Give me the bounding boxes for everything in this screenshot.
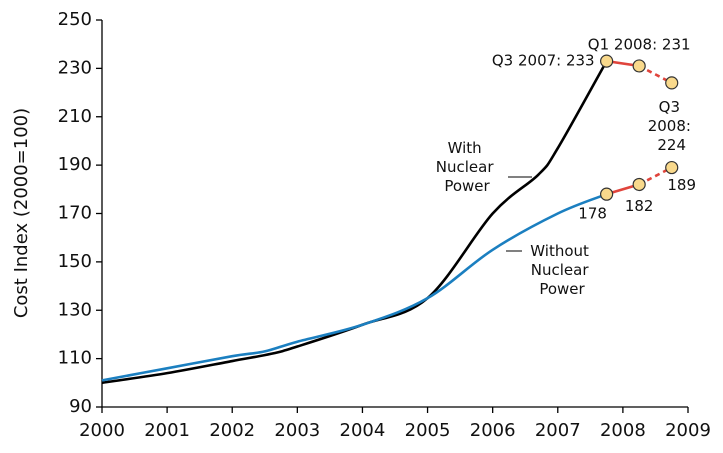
point-label: 189 <box>667 176 696 194</box>
y-tick-label: 230 <box>58 57 92 78</box>
point-label: Q1 2008: 231 <box>588 35 691 53</box>
point-label: Q3 2007: 233 <box>492 52 595 70</box>
x-tick-label: 2007 <box>535 420 581 441</box>
series-line <box>101 60 608 385</box>
x-tick-label: 2004 <box>340 420 386 441</box>
x-tick-label: 2009 <box>665 420 711 441</box>
x-tick-label: 2006 <box>470 420 516 441</box>
y-tick-label: 210 <box>58 106 92 127</box>
x-tick-label: 2000 <box>79 420 125 441</box>
point-marker <box>665 76 679 90</box>
point-marker <box>632 177 646 192</box>
point-label: 182 <box>625 197 654 215</box>
series-name: Without Nuclear Power <box>530 242 593 298</box>
x-tick-label: 2003 <box>274 420 320 441</box>
x-tick-label: 2005 <box>405 420 451 441</box>
y-tick-label: 150 <box>58 251 92 272</box>
series-line <box>101 192 608 382</box>
point-label: 178 <box>578 205 607 223</box>
point-marker <box>632 59 646 73</box>
x-tick-label: 2001 <box>144 420 190 441</box>
y-tick-label: 110 <box>58 348 92 369</box>
point-marker <box>600 187 614 201</box>
y-tick-label: 90 <box>69 396 92 417</box>
x-tick-label: 2008 <box>600 420 646 441</box>
point-marker <box>600 54 614 68</box>
y-axis-label: Cost Index (2000=100) <box>11 108 32 318</box>
series-name: With Nuclear Power <box>436 139 499 195</box>
y-tick-label: 170 <box>58 203 92 224</box>
y-tick-label: 250 <box>58 9 92 30</box>
point-marker <box>665 160 679 175</box>
x-tick-label: 2002 <box>209 420 255 441</box>
point-label: Q3 2008: 224 <box>648 97 696 153</box>
y-tick-label: 130 <box>58 299 92 320</box>
y-tick-label: 190 <box>58 154 92 175</box>
